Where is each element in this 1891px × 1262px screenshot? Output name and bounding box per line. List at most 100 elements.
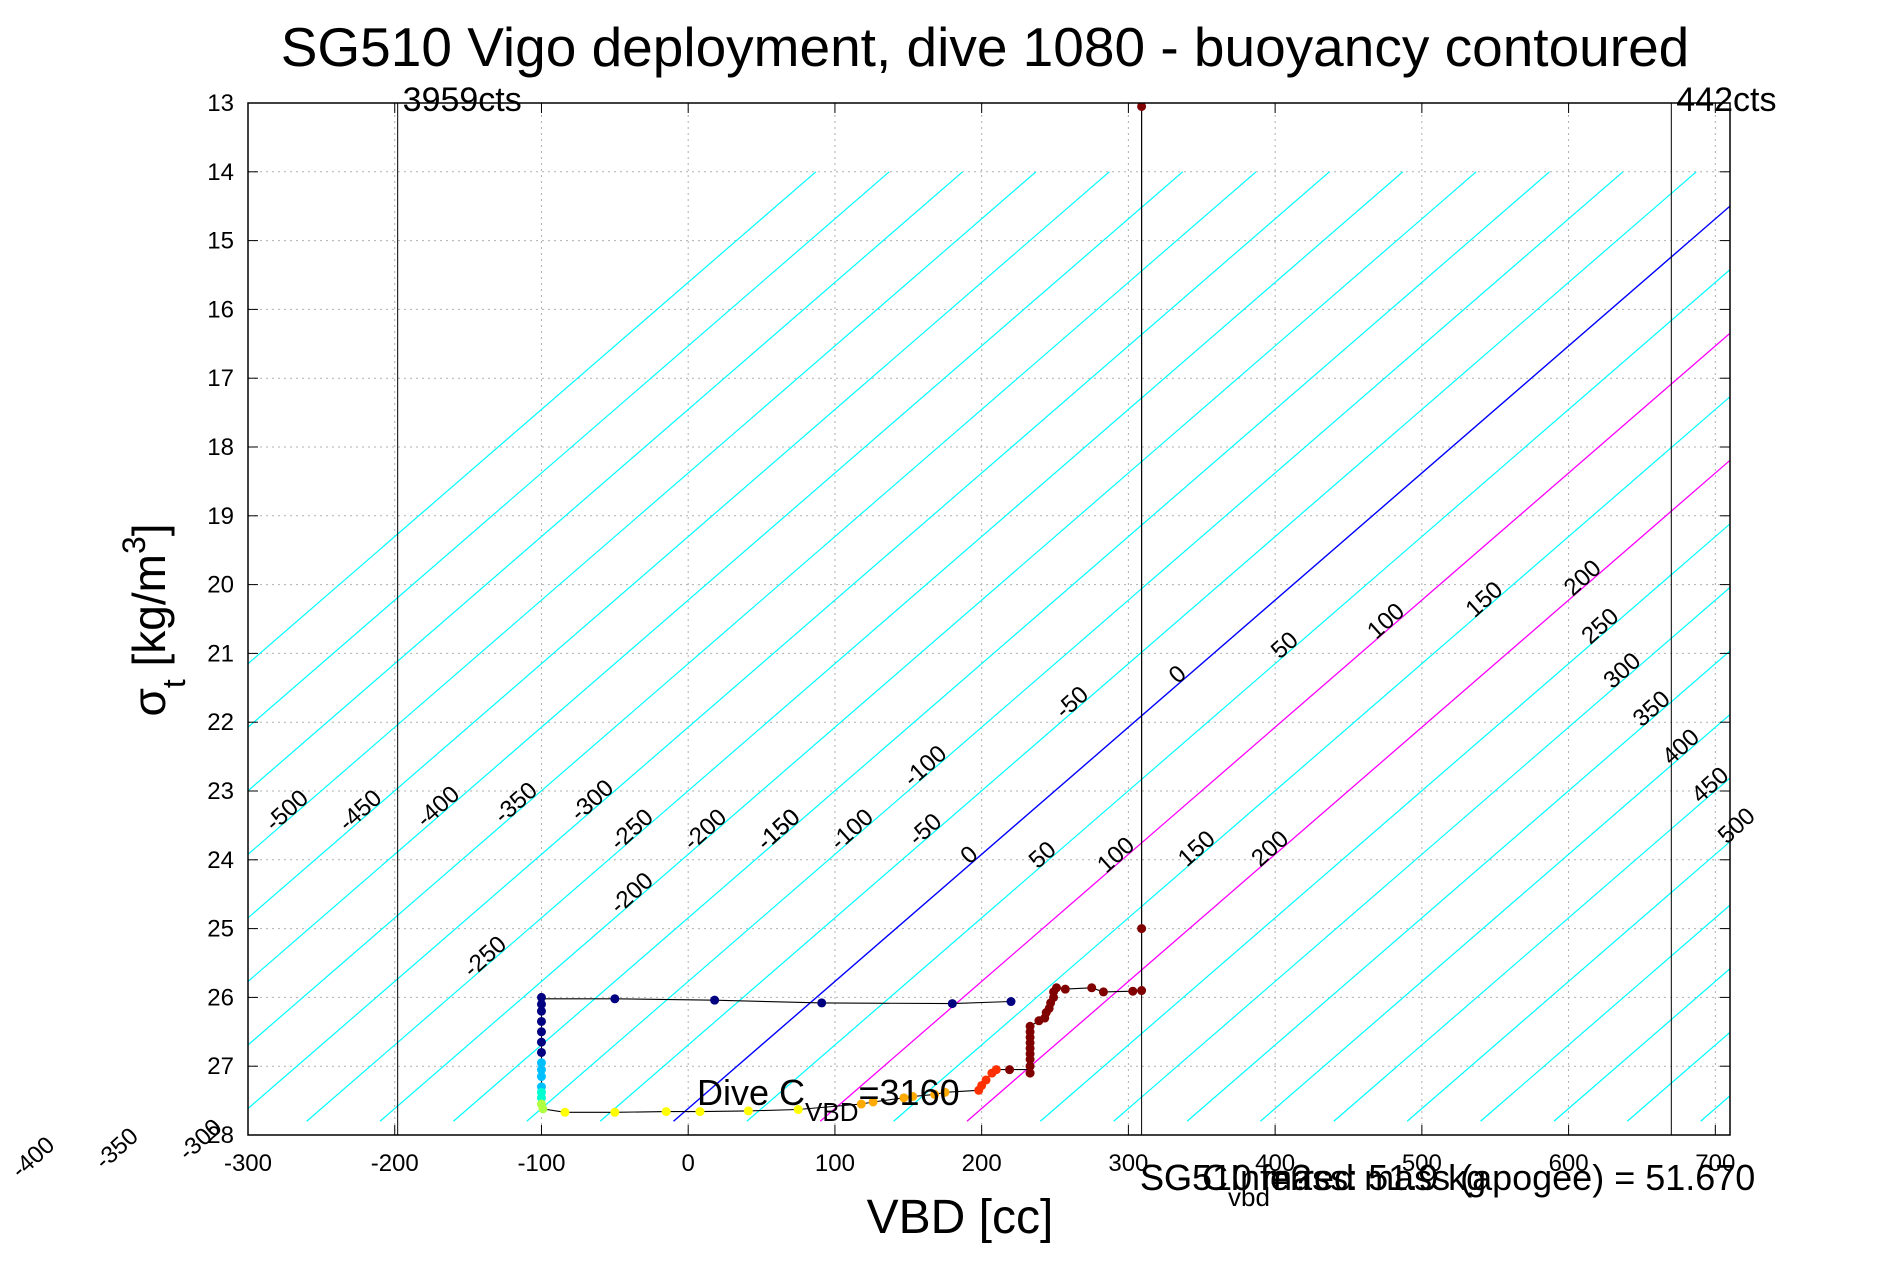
x-tick-label: 300 (1108, 1150, 1148, 1177)
y-tick-label: 27 (207, 1053, 234, 1080)
contour-line (526, 171, 1624, 1122)
contour-line (819, 332, 1730, 1122)
data-point (560, 1107, 570, 1117)
data-point (695, 1107, 705, 1117)
contour-line (1480, 904, 1730, 1122)
chart-title: SG510 Vigo deployment, dive 1080 - buoya… (281, 16, 1690, 78)
contour-line (1333, 777, 1730, 1122)
contour-line (1260, 713, 1730, 1122)
data-point (1025, 1061, 1035, 1071)
data-point (536, 1047, 546, 1057)
data-point (868, 1097, 878, 1107)
sg-cvbd-annotation: SG Cvbd=? (1140, 1157, 1311, 1212)
data-point (1025, 1068, 1035, 1078)
contour-line (1700, 1095, 1730, 1122)
contour-label: 300 (1598, 647, 1646, 694)
contour-line (248, 171, 963, 792)
contour-label: -200 (678, 804, 732, 856)
contour-label: 0 (955, 841, 983, 870)
data-point (981, 1075, 991, 1085)
contour-line (599, 171, 1697, 1122)
contour-label: 50 (1266, 626, 1304, 664)
x-axis-ticks: -300 -200 -100 0 100 200 300 400 500 600 700 (224, 103, 1735, 1177)
dive-profile (536, 103, 1147, 1117)
x-axis-label: VBD [cc] (867, 1191, 1054, 1244)
inferred-mass-annotation: Inferred mass (apogee) = 51.670 (1230, 1157, 1755, 1198)
data-point (856, 1099, 866, 1109)
contour-line (248, 171, 1184, 983)
data-point (536, 1065, 546, 1075)
y-tick-label: 26 (207, 984, 234, 1011)
y-tick-label: 23 (207, 778, 234, 805)
contour-label: -350 (90, 1123, 144, 1175)
contour-line (1039, 523, 1730, 1122)
axes-frame (247, 102, 1731, 1136)
contour-label: -100 (898, 740, 952, 792)
data-point (940, 1087, 950, 1097)
y-tick-label: 13 (207, 90, 234, 117)
x-tick-label: 100 (815, 1150, 855, 1177)
contour-label: -250 (605, 804, 659, 856)
x-tick-label: 700 (1695, 1150, 1735, 1177)
data-point (536, 1093, 546, 1103)
contour-label: 200 (1246, 825, 1294, 872)
y-axis-ticks: 13 14 15 16 17 18 19 20 21 22 23 24 25 26 27 28 (207, 90, 1730, 1149)
x-tick-label: -300 (224, 1150, 272, 1177)
contour-line (673, 205, 1730, 1122)
contour-label: 100 (1362, 598, 1410, 645)
contour-line (893, 395, 1730, 1122)
reference-lines: 3959cts 442cts (397, 81, 1776, 1135)
contour-line (1113, 586, 1730, 1122)
reference-line-label: 3959cts (403, 81, 522, 119)
contour-label: 150 (1173, 825, 1221, 872)
data-point (610, 994, 620, 1004)
data-point (536, 1006, 546, 1016)
contour-line (1626, 1031, 1730, 1122)
data-point (899, 1093, 909, 1103)
x-tick-label: 600 (1549, 1150, 1589, 1177)
data-point (1137, 103, 1147, 111)
data-point (817, 998, 827, 1008)
y-tick-label: 20 (207, 572, 234, 599)
contour-label: 400 (1657, 724, 1705, 771)
contour-label: 200 (1559, 555, 1607, 602)
data-point (1137, 924, 1147, 934)
y-tick-label: 18 (207, 434, 234, 461)
x-tick-label: 400 (1255, 1150, 1295, 1177)
data-point (930, 1089, 940, 1099)
data-point (947, 999, 957, 1009)
data-point (710, 995, 720, 1005)
data-point (1051, 983, 1061, 993)
profile-line (540, 106, 1143, 1113)
contour-label: -350 (489, 777, 543, 829)
contour-label: -300 (565, 774, 619, 826)
contour-label: -50 (903, 808, 947, 851)
contour-line (966, 459, 1730, 1122)
data-point (536, 1027, 546, 1037)
sg510-mass-annotation: SG510 mass: 51.9 kg (1140, 1157, 1486, 1198)
overlapping-annotations: SG Cvbd=? Inferred mass (apogee) = 51.67… (1140, 1157, 1755, 1212)
contour-line (746, 268, 1730, 1122)
x-tick-label: 0 (682, 1150, 695, 1177)
data-point (1025, 1021, 1035, 1031)
contour-label: -400 (411, 781, 465, 833)
contour-line (248, 171, 1257, 1046)
data-point (1137, 986, 1147, 996)
data-point (536, 1058, 546, 1068)
x-tick-label: -100 (517, 1150, 565, 1177)
x-tick-label: -200 (371, 1150, 419, 1177)
contour-line (248, 171, 817, 665)
contour-label: 0 (1164, 660, 1192, 689)
contour-line (248, 171, 1037, 856)
data-point (1098, 987, 1108, 997)
contour-line (453, 171, 1550, 1122)
contour-label: -500 (260, 785, 314, 837)
contour-label: -400 (6, 1132, 60, 1184)
contour-line (248, 171, 890, 729)
contour-line (1406, 840, 1730, 1122)
data-point (1005, 1065, 1015, 1075)
contour-line (248, 171, 1330, 1110)
data-point (1128, 986, 1138, 996)
